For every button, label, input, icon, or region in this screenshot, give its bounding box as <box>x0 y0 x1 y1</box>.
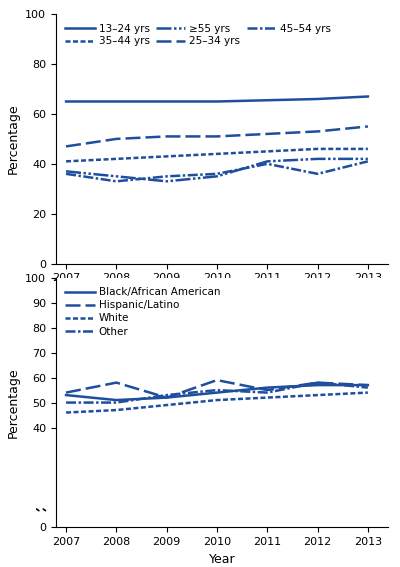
Legend: Black/African American, Hispanic/Latino, White, Other: Black/African American, Hispanic/Latino,… <box>61 283 224 341</box>
X-axis label: Year: Year <box>209 289 235 302</box>
Y-axis label: Percentage: Percentage <box>7 367 20 438</box>
Legend: 13–24 yrs, 35–44 yrs, ≥55 yrs, 25–34 yrs, 45–54 yrs: 13–24 yrs, 35–44 yrs, ≥55 yrs, 25–34 yrs… <box>61 19 335 50</box>
Y-axis label: Percentage: Percentage <box>7 104 20 174</box>
X-axis label: Year: Year <box>209 553 235 566</box>
